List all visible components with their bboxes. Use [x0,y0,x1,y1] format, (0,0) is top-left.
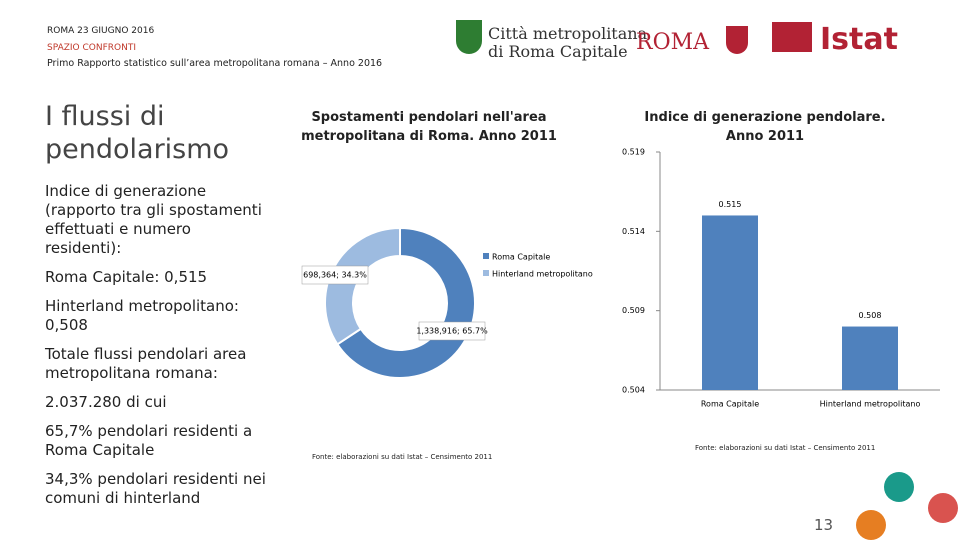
label-box [418,321,486,341]
page-number: 13 [814,516,834,534]
icon [856,510,886,540]
text-block: Indice di generazione (rapporto tra gli … [45,182,270,518]
logo-text: Città metropolitana [488,24,648,43]
text-item: Totale flussi pendolari area metropolita… [45,345,247,382]
text-item: 34,3% pendolari residenti nei comuni di … [45,470,266,507]
donut-slice [336,226,476,379]
y-tick-label: 0.504 [622,386,645,395]
y-tick-label: 0.514 [622,227,645,236]
logo-mark [772,22,812,52]
legend-label: Hinterland metropolitano [492,270,593,279]
bar [842,326,898,390]
text-item: Roma Capitale: 0,515 [45,268,208,286]
donut-slice [324,226,401,346]
legend-swatch [483,253,489,259]
label-box [301,265,369,285]
slide-title: I flussi di pendolarismo [45,101,230,165]
logo-crest [456,20,482,54]
header-report: Primo Rapporto statistico sull’area metr… [47,58,383,69]
header-section: SPAZIO CONFRONTI [47,43,136,53]
legend-label: Roma Capitale [492,253,550,262]
y-tick-label: 0.519 [622,148,645,157]
data-label: 0.508 [859,311,882,320]
icon [884,472,914,502]
chart-source: Fonte: elaborazioni su dati Istat – Cens… [312,453,493,461]
data-label: 698,364; 34.3% [303,271,367,280]
x-tick-label: Hinterland metropolitano [820,400,921,409]
logo-text: ROMA [636,30,710,55]
logo-text: Istat [820,22,898,57]
x-tick-label: Roma Capitale [701,400,759,409]
data-label: 0.515 [719,200,742,209]
chart-title: Indice di generazione pendolare. Anno 20… [644,110,886,144]
legend-swatch [483,270,489,276]
chart-source: Fonte: elaborazioni su dati Istat – Cens… [695,444,876,452]
logo-text: di Roma Capitale [488,42,628,61]
logo-crest [726,26,748,54]
icon [928,493,958,523]
text-item: Hinterland metropolitano: 0,508 [45,297,239,334]
data-label: 1,338,916; 65.7% [416,327,488,336]
text-item: 65,7% pendolari residenti a Roma Capital… [45,422,253,459]
text-item: 2.037.280 di cui [45,393,167,411]
y-tick-label: 0.509 [622,306,645,315]
chart-title: Spostamenti pendolari nell'area metropol… [301,110,557,144]
header-date: ROMA 23 GIUGNO 2016 [47,26,155,36]
text-item: Indice di generazione (rapporto tra gli … [45,182,262,257]
bar [702,215,758,390]
